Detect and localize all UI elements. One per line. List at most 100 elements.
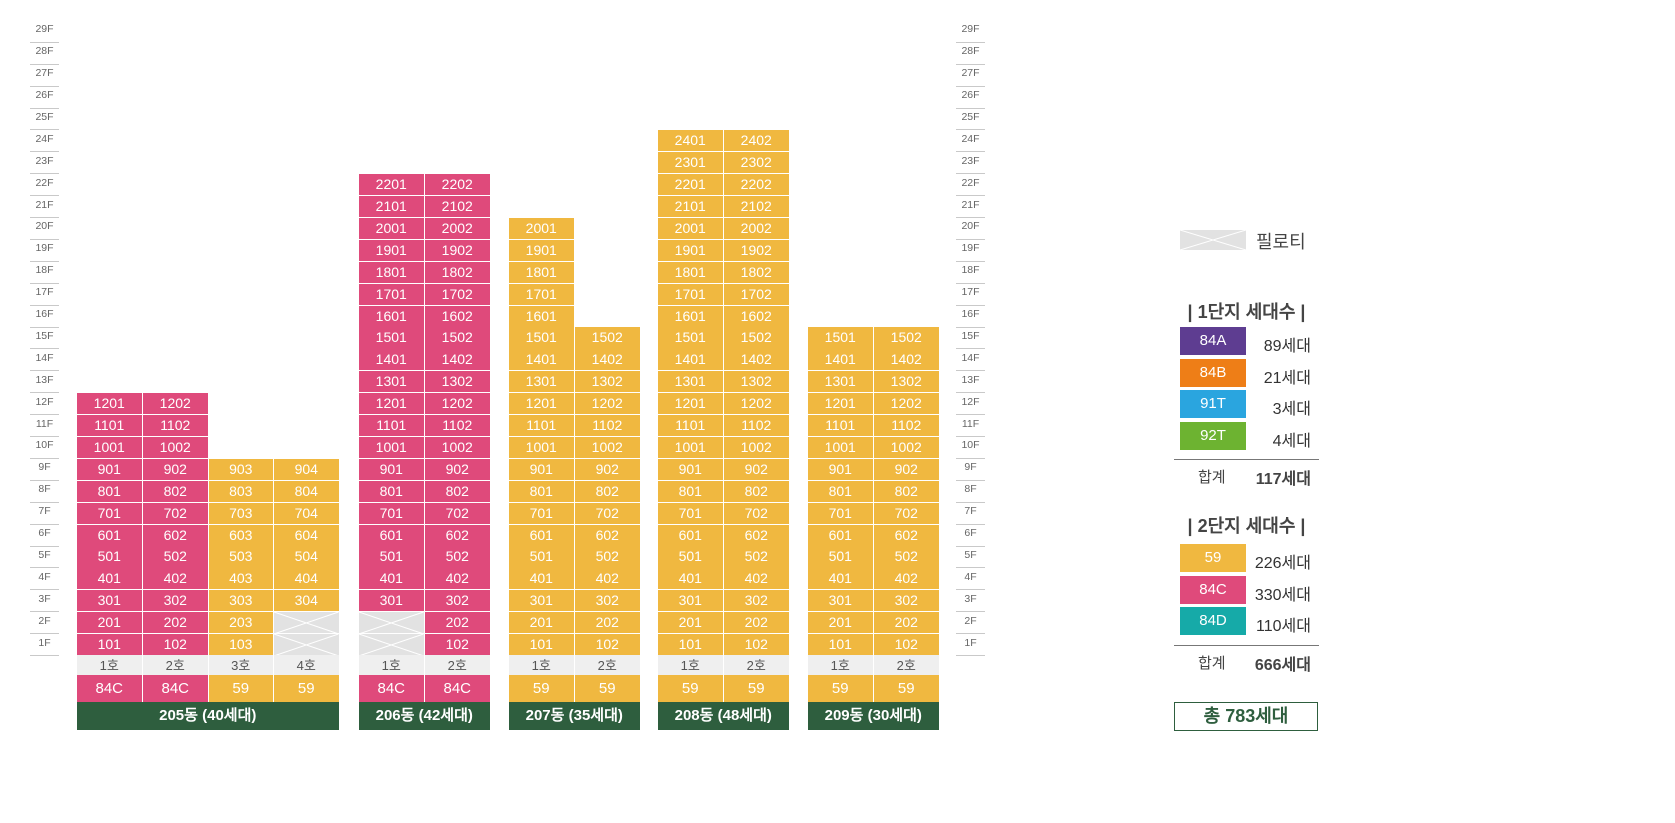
unit-cell: 501 <box>808 546 873 568</box>
unit-cell: 2102 <box>425 196 490 218</box>
unit-cell: 1801 <box>658 261 723 283</box>
building-name: 205동 (40세대) <box>77 702 339 730</box>
unit-cell: 201 <box>658 612 723 634</box>
unit-cell: 202 <box>425 612 490 634</box>
legend-count-84A: 89세대 <box>1263 338 1311 355</box>
floor-label: 7F <box>30 501 59 525</box>
floor-label: 25F <box>956 107 985 131</box>
unit-cell: 202 <box>724 612 789 634</box>
floor-label: 19F <box>956 238 985 262</box>
unit-cell: 502 <box>575 546 640 568</box>
unit-cell: 401 <box>509 568 574 590</box>
unit-cell: 1301 <box>359 371 424 393</box>
unit-cell: 904 <box>274 458 339 480</box>
legend-group1-sum-value: 117세대 <box>1255 471 1311 488</box>
unit-cell: 1201 <box>77 393 142 415</box>
unit-cell: 1302 <box>575 371 640 393</box>
floor-label: 4F <box>956 567 985 591</box>
floor-label: 28F <box>30 41 59 65</box>
unit-cell: 501 <box>77 546 142 568</box>
unit-cell: 1301 <box>808 371 873 393</box>
unit-cell: 1202 <box>724 393 789 415</box>
unit-cell: 1502 <box>575 327 640 349</box>
unit-number-label: 2호 <box>425 655 490 677</box>
unit-cell: 202 <box>575 612 640 634</box>
unit-cell: 1501 <box>658 327 723 349</box>
unit-cell: 201 <box>509 612 574 634</box>
unit-number-label: 1호 <box>509 655 574 677</box>
unit-cell: 103 <box>208 634 273 656</box>
unit-cell: 1901 <box>359 239 424 261</box>
unit-cell: 2201 <box>658 174 723 196</box>
floor-label: 6F <box>956 523 985 547</box>
unit-cell: 301 <box>808 590 873 612</box>
unit-cell: 301 <box>359 590 424 612</box>
unit-cell: 1101 <box>359 415 424 437</box>
piloti-cell <box>274 612 339 634</box>
unit-cell: 201 <box>808 612 873 634</box>
unit-cell: 101 <box>509 634 574 656</box>
unit-cell: 1101 <box>658 415 723 437</box>
floor-label: 1F <box>956 633 985 656</box>
unit-type-label: 59 <box>658 675 723 702</box>
unit-number-label: 4호 <box>274 655 339 677</box>
legend-group2-sum-value: 666세대 <box>1254 657 1311 674</box>
unit-number-label: 1호 <box>808 655 873 677</box>
unit-cell: 1302 <box>425 371 490 393</box>
unit-cell: 1501 <box>359 327 424 349</box>
unit-cell: 2401 <box>658 130 723 152</box>
legend-group1-sum-label: 합계 <box>1198 469 1226 486</box>
unit-cell: 901 <box>658 458 723 480</box>
unit-cell: 1401 <box>658 349 723 371</box>
unit-cell: 801 <box>359 480 424 502</box>
legend-count-84D: 110세대 <box>1256 618 1311 636</box>
unit-type-label: 84C <box>425 675 490 702</box>
unit-cell: 501 <box>359 546 424 568</box>
floor-label: 23F <box>956 151 985 175</box>
unit-cell: 301 <box>509 590 574 612</box>
unit-cell: 502 <box>143 546 208 568</box>
unit-cell: 1401 <box>808 349 873 371</box>
unit-cell: 1401 <box>359 349 424 371</box>
floor-label: 10F <box>30 435 59 459</box>
floor-label: 17F <box>30 282 59 306</box>
unit-cell: 1101 <box>509 415 574 437</box>
unit-cell: 1101 <box>808 415 873 437</box>
unit-cell: 1601 <box>509 305 574 327</box>
piloti-cell <box>359 634 424 656</box>
unit-cell: 903 <box>208 458 273 480</box>
unit-cell: 802 <box>425 480 490 502</box>
unit-cell: 1202 <box>575 393 640 415</box>
unit-cell: 1102 <box>874 415 939 437</box>
piloti-cell <box>274 634 339 656</box>
unit-cell: 504 <box>274 546 339 568</box>
unit-cell: 401 <box>658 568 723 590</box>
floor-label: 2F <box>956 611 985 635</box>
legend-swatch-84B: 84B <box>1180 358 1246 387</box>
legend-count-84C: 330세대 <box>1254 586 1311 604</box>
floor-label: 22F <box>956 173 985 197</box>
unit-cell: 1201 <box>509 393 574 415</box>
unit-cell: 304 <box>274 590 339 612</box>
unit-cell: 401 <box>359 568 424 590</box>
unit-cell: 1002 <box>425 436 490 459</box>
unit-cell: 302 <box>874 590 939 612</box>
unit-cell: 1002 <box>143 436 208 459</box>
unit-cell: 902 <box>425 458 490 480</box>
legend-group1-title: | 1단지 세대수 | <box>1187 302 1306 322</box>
unit-type-label: 59 <box>509 675 574 702</box>
unit-cell: 802 <box>874 480 939 502</box>
floor-label: 4F <box>30 567 59 591</box>
unit-cell: 1402 <box>874 349 939 371</box>
unit-cell: 2201 <box>359 174 424 196</box>
unit-cell: 301 <box>658 590 723 612</box>
floor-label: 15F <box>30 326 59 350</box>
unit-cell: 203 <box>208 612 273 634</box>
unit-cell: 2301 <box>658 152 723 174</box>
unit-cell: 1502 <box>724 327 789 349</box>
unit-cell: 1201 <box>359 393 424 415</box>
legend-swatch-84A: 84A <box>1180 327 1246 355</box>
floor-label: 12F <box>30 392 59 416</box>
unit-cell: 601 <box>808 524 873 546</box>
unit-cell: 101 <box>77 634 142 656</box>
